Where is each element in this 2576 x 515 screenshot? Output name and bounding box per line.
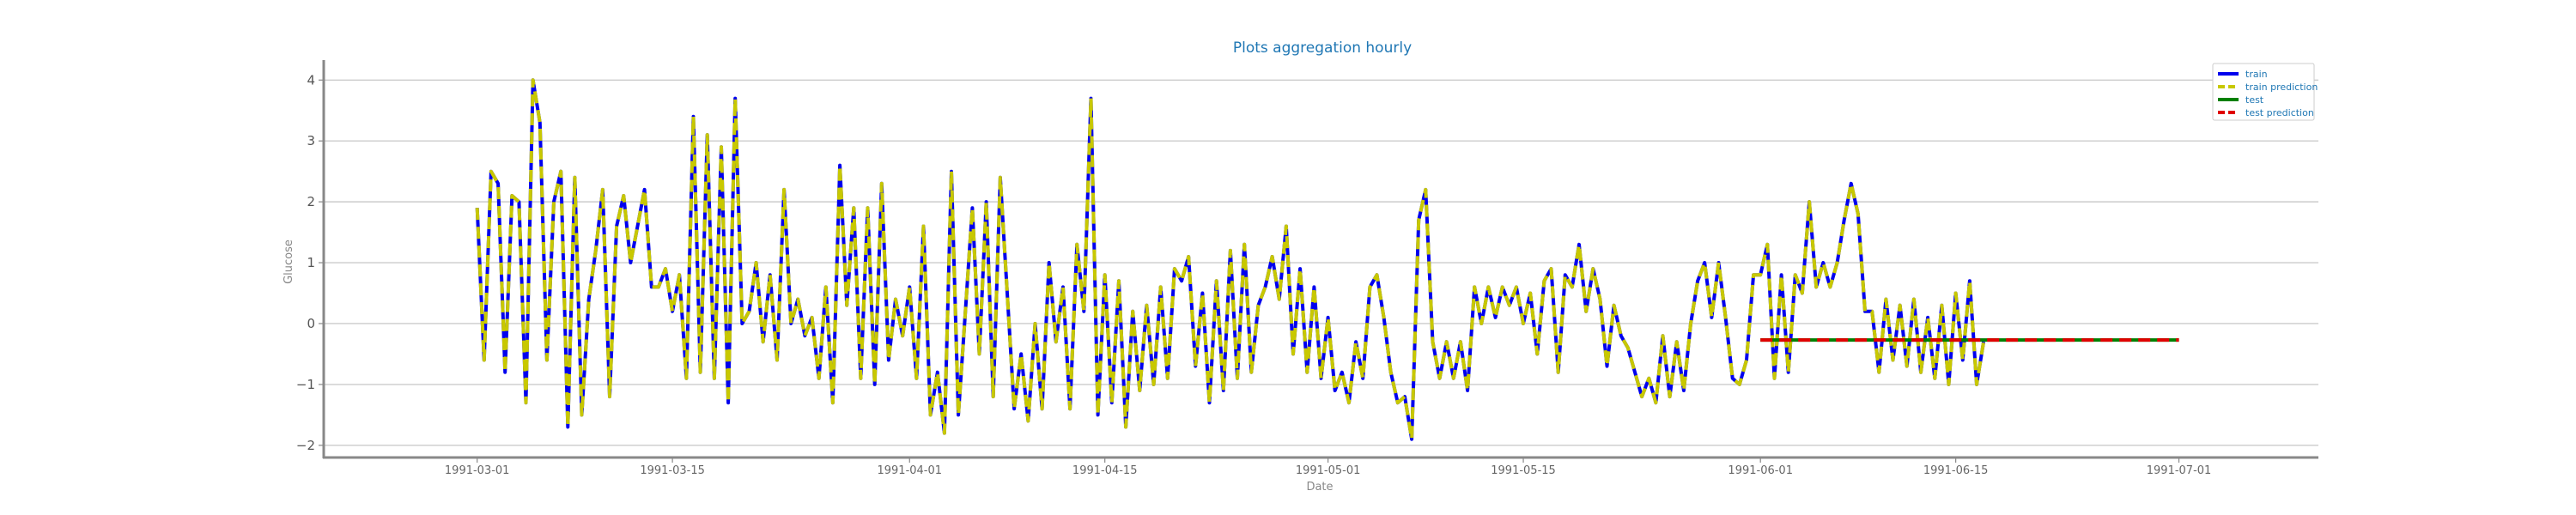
series-train-prediction-line [475,78,1986,441]
x-tick-label: 1991-03-01 [445,464,510,477]
legend-label: train [2245,69,2268,80]
legend-box [2212,63,2315,121]
x-tick-label: 1991-05-15 [1491,464,1556,477]
axes-layer: −2 −1 0 1 2 3 4 1991-03-01 1991-03-15 1991-04-01 1… [296,60,2318,477]
legend-label: test prediction [2245,107,2314,118]
x-axis-label: Date [1306,481,1333,494]
x-tick-label: 1991-03-15 [640,464,705,477]
y-tick-label: −2 [296,438,315,453]
x-tick-label: 1991-05-01 [1296,464,1361,477]
y-tick-label: 1 [307,255,315,270]
y-tick-label: −1 [296,377,315,392]
y-tick-label: 3 [307,133,315,148]
x-tick-label: 1991-06-01 [1728,464,1793,477]
y-axis-label: Glucose [283,239,295,284]
x-tick-label: 1991-04-01 [877,464,942,477]
series-layer [475,78,2179,441]
x-tick-label: 1991-07-01 [2147,464,2212,477]
chart-title: Plots aggregation hourly [1233,39,1412,57]
legend-label: test [2245,94,2264,106]
y-tick-label: 4 [307,72,315,88]
y-tick-label: 0 [307,316,315,331]
x-tick-label: 1991-06-15 [1923,464,1989,477]
y-tick-label: 2 [307,194,315,209]
x-tick-label: 1991-04-15 [1072,464,1138,477]
legend-label: train prediction [2245,82,2318,93]
grid-layer [324,79,2318,446]
